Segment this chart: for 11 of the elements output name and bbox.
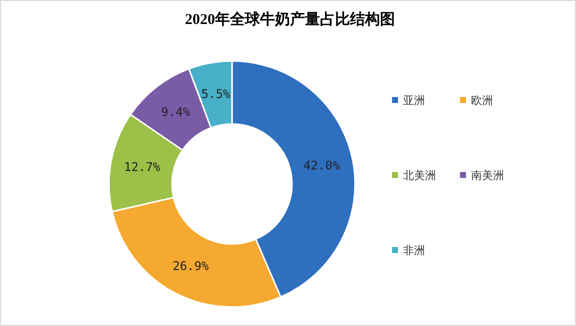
data-label: 42.0% <box>304 158 340 173</box>
data-label: 9.4% <box>161 105 191 120</box>
chart-title: 2020年全球牛奶产量占比结构图 <box>185 11 395 28</box>
data-label: 26.9% <box>172 258 210 273</box>
legend-label: 南美洲 <box>471 168 504 182</box>
data-label: 12.7% <box>124 160 161 174</box>
data-label: 5.5% <box>201 87 231 102</box>
legend-label: 北美洲 <box>403 168 436 182</box>
legend-label: 欧洲 <box>471 94 493 107</box>
legend-label: 亚洲 <box>403 94 425 107</box>
legend-label: 非洲 <box>403 244 425 257</box>
